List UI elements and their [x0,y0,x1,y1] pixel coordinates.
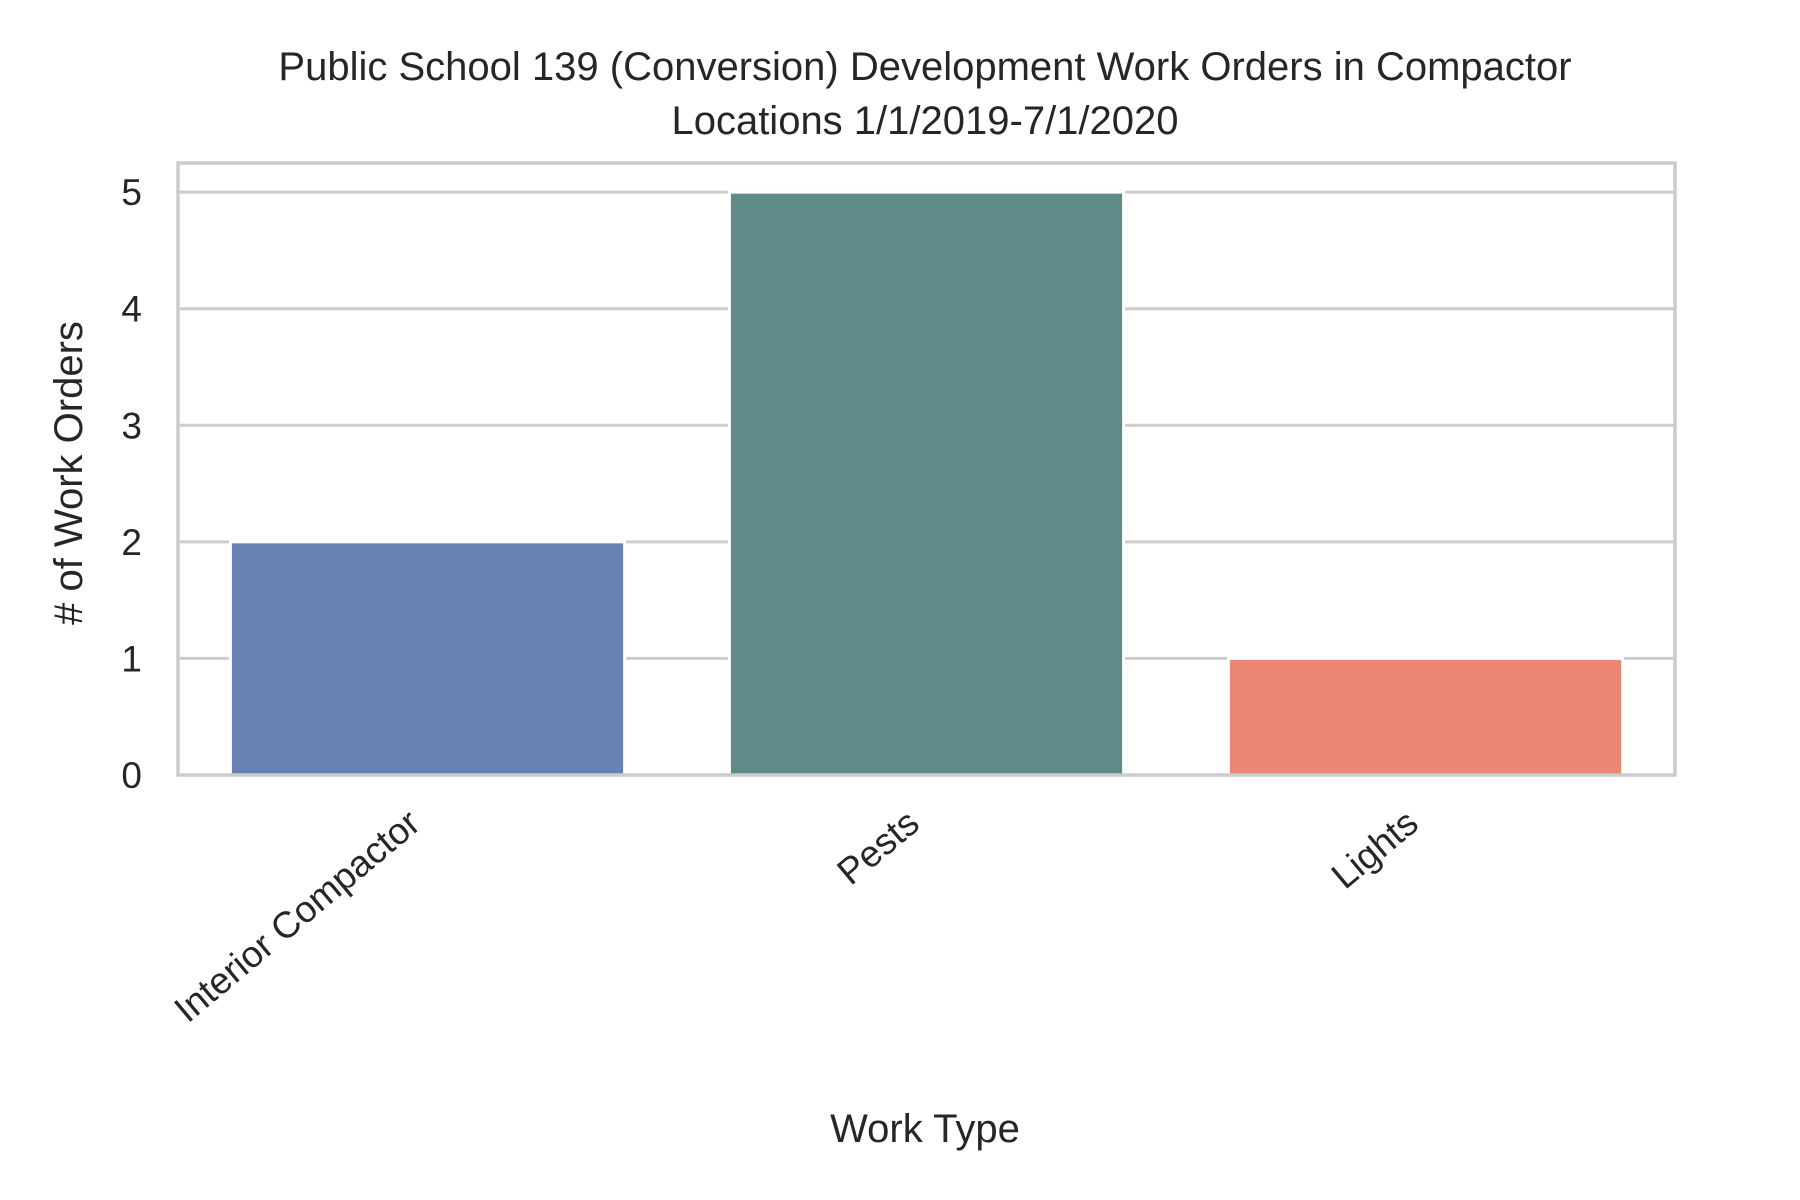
bar-pests [727,190,1126,777]
x-axis-label: Work Type [830,1107,1020,1151]
y-tick-label: 5 [121,172,142,213]
bars [228,190,1625,777]
y-tick-label: 0 [121,755,142,796]
y-tick-label: 4 [121,289,142,330]
x-tick-labels: Interior Compactor Pests Lights [167,802,1426,1030]
x-tick-label: Interior Compactor [167,802,428,1030]
y-axis-label: # of Work Orders [47,321,91,625]
y-tick-label: 3 [121,405,142,446]
bar-interior-compactor [228,540,627,777]
y-tick-label: 2 [121,522,142,563]
chart-title-line-2: Locations 1/1/2019-7/1/2020 [671,99,1178,143]
y-tick-labels: 0 1 2 3 4 5 [121,172,142,796]
y-tick-label: 1 [121,638,142,679]
bar-lights [1226,656,1625,777]
chart-title-line-1: Public School 139 (Conversion) Developme… [278,45,1571,89]
x-tick-label: Pests [829,802,926,893]
x-tick-label: Lights [1324,802,1426,897]
plot-frame [176,161,1677,777]
